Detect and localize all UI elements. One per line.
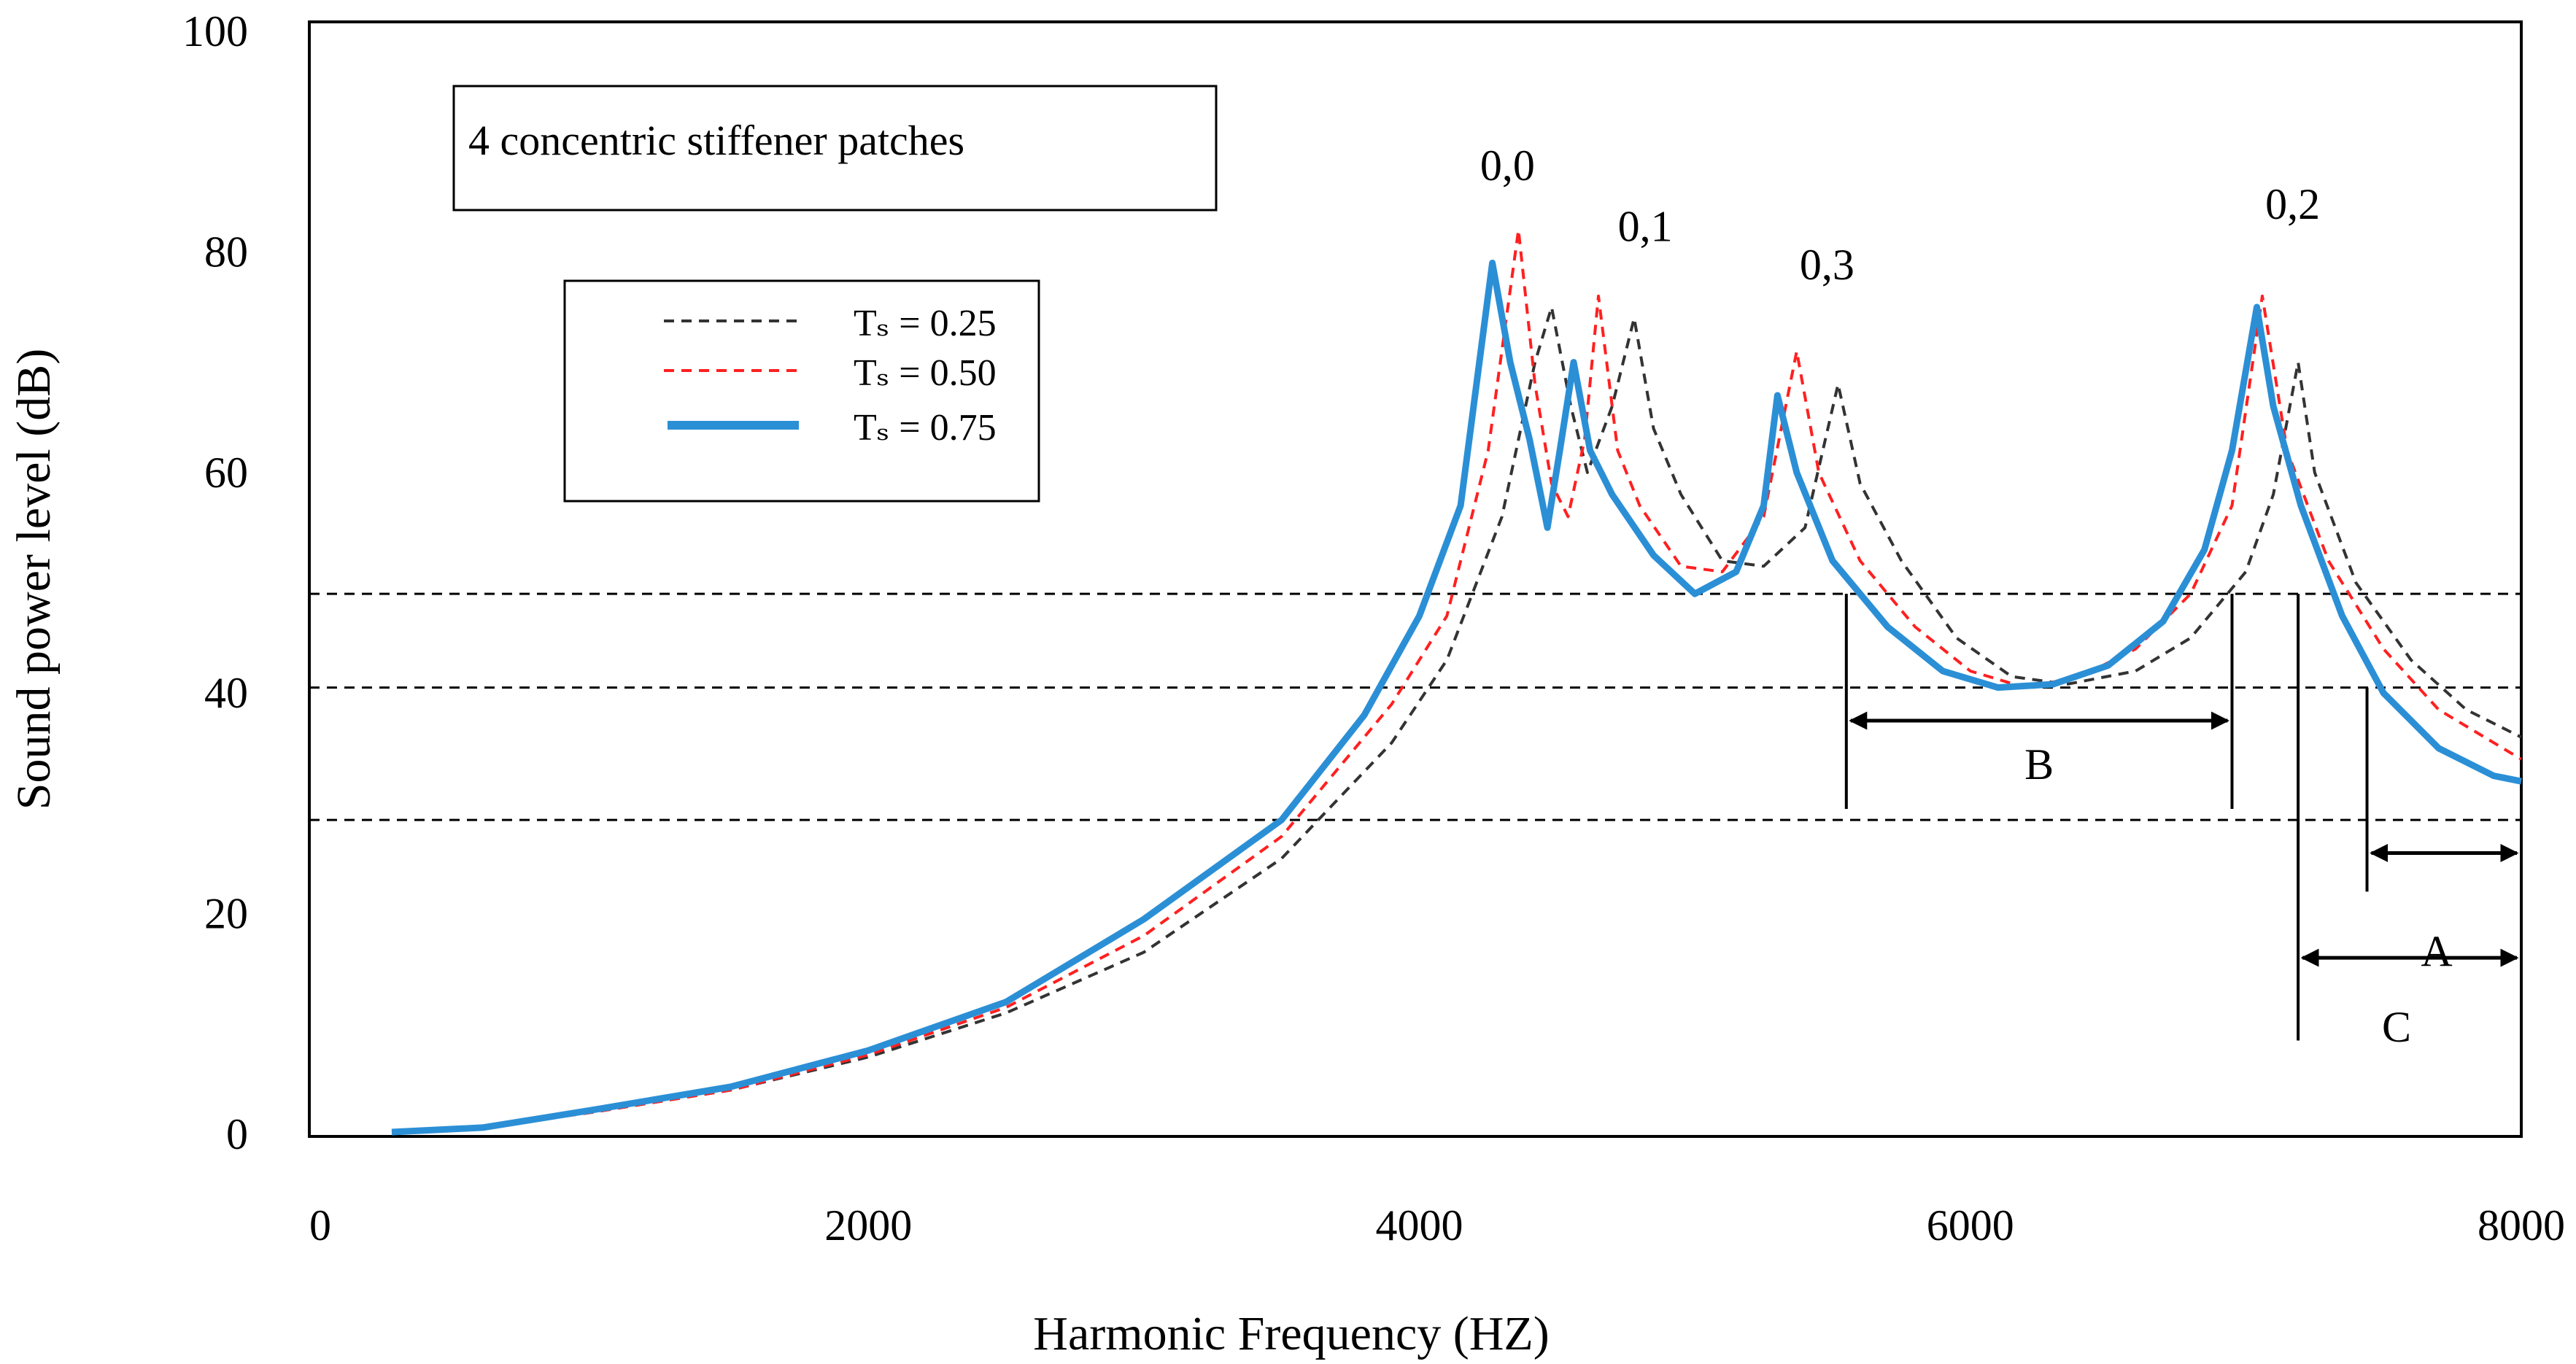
series-line-2: [391, 260, 2522, 1136]
mode-label: 0,3: [1800, 241, 1854, 289]
x-axis-label: Harmonic Frequency (HZ): [1033, 1307, 1549, 1360]
series-line-1: [391, 228, 2523, 1134]
y-tick-label: 0: [226, 1110, 248, 1158]
annotation-box: [452, 85, 1218, 212]
legend-label-0: Tₛ = 0.25: [854, 303, 997, 344]
legend: Tₛ = 0.25 Tₛ = 0.50 Tₛ = 0.75: [563, 279, 1040, 503]
y-tick-label: 80: [204, 228, 248, 276]
mode-label: 0,1: [1618, 202, 1673, 250]
region-label-A: A: [2421, 927, 2452, 975]
y-tick-label: 60: [204, 449, 248, 497]
y-tick-label: 100: [182, 7, 248, 55]
region-label-C: C: [2382, 1003, 2411, 1051]
x-tick-label: 0: [309, 1201, 331, 1249]
y-axis-label: Sound power level (dB): [7, 349, 61, 810]
region-label-B: B: [2024, 740, 2054, 788]
x-tick-label: 4000: [1376, 1201, 1463, 1249]
y-tick-label: 40: [204, 669, 248, 717]
x-tick-label: 2000: [824, 1201, 912, 1249]
mode-label: 0,0: [1480, 142, 1535, 190]
legend-label-2: Tₛ = 0.75: [854, 407, 997, 449]
mode-label: 0,2: [2265, 180, 2320, 228]
legend-label-1: Tₛ = 0.50: [854, 352, 997, 394]
x-tick-label: 8000: [2478, 1201, 2565, 1249]
series-line-0: [391, 306, 2522, 1134]
x-tick-label: 6000: [1927, 1201, 2014, 1249]
annotation-text: 4 concentric stiffener patches: [468, 117, 964, 164]
y-tick-label: 20: [204, 890, 248, 938]
